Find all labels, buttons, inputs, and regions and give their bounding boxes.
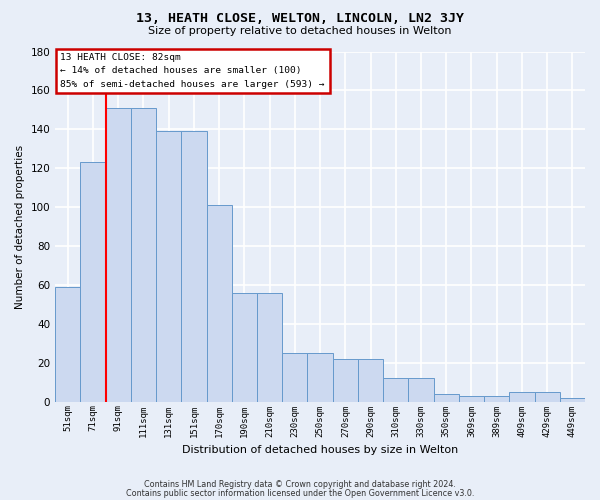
- Bar: [560, 398, 585, 402]
- Bar: [484, 396, 509, 402]
- Bar: [409, 378, 434, 402]
- Bar: [206, 205, 232, 402]
- Bar: [282, 353, 307, 402]
- Y-axis label: Number of detached properties: Number of detached properties: [15, 144, 25, 308]
- Bar: [307, 353, 332, 402]
- Bar: [156, 132, 181, 402]
- Bar: [358, 359, 383, 402]
- Bar: [257, 292, 282, 402]
- Bar: [434, 394, 459, 402]
- Bar: [383, 378, 409, 402]
- Text: 13, HEATH CLOSE, WELTON, LINCOLN, LN2 3JY: 13, HEATH CLOSE, WELTON, LINCOLN, LN2 3J…: [136, 12, 464, 26]
- Bar: [509, 392, 535, 402]
- Bar: [332, 359, 358, 402]
- Bar: [106, 108, 131, 402]
- Text: Contains HM Land Registry data © Crown copyright and database right 2024.: Contains HM Land Registry data © Crown c…: [144, 480, 456, 489]
- Bar: [232, 292, 257, 402]
- Bar: [181, 132, 206, 402]
- Text: Size of property relative to detached houses in Welton: Size of property relative to detached ho…: [148, 26, 452, 36]
- Bar: [459, 396, 484, 402]
- Bar: [535, 392, 560, 402]
- Bar: [55, 287, 80, 402]
- Bar: [131, 108, 156, 402]
- Bar: [80, 162, 106, 402]
- X-axis label: Distribution of detached houses by size in Welton: Distribution of detached houses by size …: [182, 445, 458, 455]
- Text: 13 HEATH CLOSE: 82sqm
← 14% of detached houses are smaller (100)
85% of semi-det: 13 HEATH CLOSE: 82sqm ← 14% of detached …: [61, 54, 325, 88]
- Text: Contains public sector information licensed under the Open Government Licence v3: Contains public sector information licen…: [126, 489, 474, 498]
